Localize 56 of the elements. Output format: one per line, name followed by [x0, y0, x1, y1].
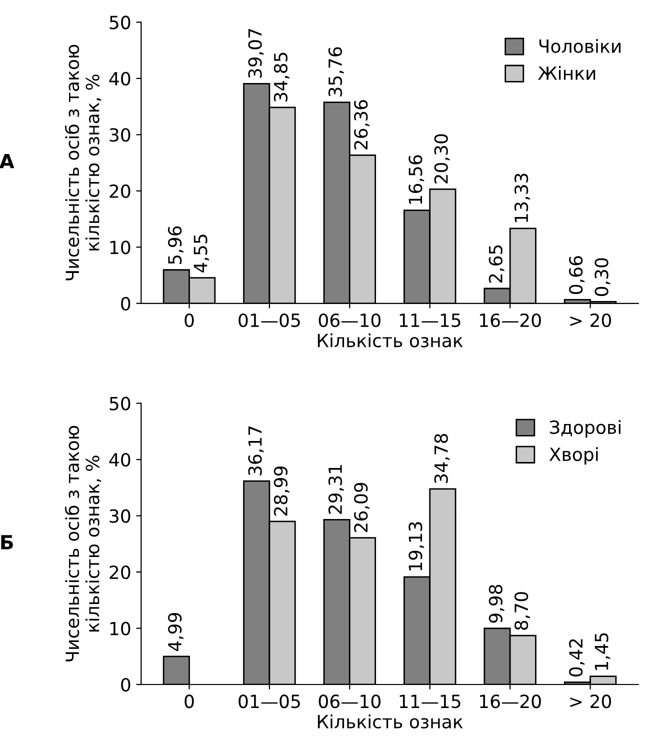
x-tick-label: 11—15 — [400, 694, 460, 708]
data-label: 34,85 — [274, 52, 290, 102]
text: Б — [1, 535, 13, 550]
y-tick-label: 30 — [110, 128, 130, 142]
y-tick-label: 50 — [110, 396, 130, 410]
legend-label: Хворі — [549, 447, 598, 465]
data-label: 8,70 — [514, 592, 530, 630]
data-label: 28,99 — [274, 466, 290, 516]
x-tick-label: 16—20 — [480, 694, 541, 708]
data-label: 13,33 — [514, 174, 530, 222]
data-label: 34,78 — [434, 434, 450, 484]
y-tick-label: 30 — [110, 509, 130, 523]
y-tick-label: 40 — [109, 72, 130, 86]
x-tick-label: 06—10 — [318, 313, 380, 328]
data-label: 36,17 — [248, 426, 264, 476]
x-tick-label: 0 — [184, 313, 194, 328]
data-label: 35,76 — [328, 47, 344, 96]
data-label: 0,30 — [594, 258, 610, 296]
data-label: 4,99 — [168, 613, 184, 652]
legend-label: Жінки — [538, 66, 596, 80]
x-tick-label: 0 — [184, 694, 194, 708]
y-tick-label: 50 — [110, 16, 130, 30]
y-tick-label: 0 — [121, 296, 130, 311]
legend-label: Здорові — [550, 420, 620, 438]
y-tick-label: 20 — [110, 565, 130, 580]
x-tick-label: > 20 — [570, 313, 611, 328]
y-tick-label: 40 — [109, 453, 130, 467]
data-label: 39,07 — [248, 29, 264, 78]
data-label: 2,65 — [488, 245, 504, 283]
x-tick-label: 11—15 — [400, 314, 460, 328]
data-label: 5,96 — [168, 226, 184, 264]
data-label: 26,36 — [354, 100, 370, 150]
data-label: 26,09 — [354, 482, 370, 532]
x-tick-label: 01—05 — [238, 694, 300, 708]
data-label: 4,55 — [194, 234, 210, 272]
data-label: 0,66 — [569, 256, 585, 294]
x-tick-label: 06—10 — [318, 694, 380, 708]
legend-label: Чоловіки — [539, 38, 621, 53]
y-axis-title: Чисельність осіб з такою кількістю ознак, % — [64, 44, 102, 280]
y-tick-label: 10 — [110, 622, 130, 636]
data-label: 29,31 — [328, 465, 344, 514]
data-label: 9,98 — [488, 584, 504, 623]
data-label: 1,45 — [594, 633, 610, 670]
x-tick-label: > 20 — [570, 694, 611, 708]
data-label: 16,56 — [408, 155, 424, 204]
y-axis-title: Чисельність осіб з такою кількістю ознак, % — [64, 426, 102, 662]
y-tick-label: 0 — [121, 678, 130, 692]
x-tick-label: 16—20 — [480, 313, 541, 328]
y-tick-label: 10 — [110, 240, 130, 254]
x-tick-label: 01—05 — [238, 313, 300, 328]
x-axis-title: Кількість ознак — [318, 333, 463, 348]
x-axis-title: Кількість ознак — [318, 714, 463, 728]
data-label: 0,42 — [569, 639, 585, 676]
y-tick-label: 20 — [110, 184, 130, 198]
data-label: 19,13 — [408, 522, 424, 570]
data-label: 20,30 — [434, 134, 450, 184]
